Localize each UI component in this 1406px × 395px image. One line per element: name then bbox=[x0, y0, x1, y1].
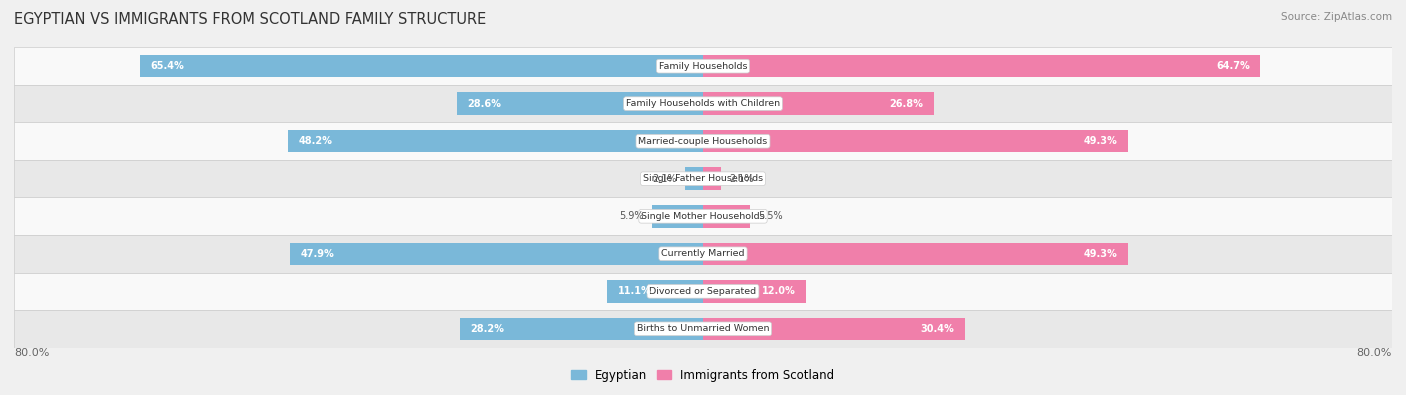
Text: 5.5%: 5.5% bbox=[759, 211, 783, 221]
Text: 28.6%: 28.6% bbox=[467, 99, 501, 109]
Bar bbox=[139, 55, 703, 77]
Text: 48.2%: 48.2% bbox=[298, 136, 332, 146]
Bar bbox=[703, 167, 721, 190]
Text: 5.9%: 5.9% bbox=[620, 211, 644, 221]
Text: 80.0%: 80.0% bbox=[1357, 348, 1392, 357]
Text: Family Households: Family Households bbox=[659, 62, 747, 71]
Text: 26.8%: 26.8% bbox=[890, 99, 924, 109]
Text: 80.0%: 80.0% bbox=[14, 348, 49, 357]
Text: 2.1%: 2.1% bbox=[730, 174, 754, 184]
Bar bbox=[703, 318, 965, 340]
Bar bbox=[703, 55, 1260, 77]
Bar bbox=[703, 243, 1128, 265]
Bar bbox=[14, 310, 1392, 348]
Bar bbox=[685, 167, 703, 190]
Text: 65.4%: 65.4% bbox=[150, 61, 184, 71]
Bar bbox=[14, 198, 1392, 235]
Text: 2.1%: 2.1% bbox=[652, 174, 676, 184]
Legend: Egyptian, Immigrants from Scotland: Egyptian, Immigrants from Scotland bbox=[567, 364, 839, 387]
Bar bbox=[288, 130, 703, 152]
Text: Married-couple Households: Married-couple Households bbox=[638, 137, 768, 146]
Text: 47.9%: 47.9% bbox=[301, 249, 335, 259]
Text: Births to Unmarried Women: Births to Unmarried Women bbox=[637, 324, 769, 333]
Text: Currently Married: Currently Married bbox=[661, 249, 745, 258]
Bar bbox=[291, 243, 703, 265]
Text: 12.0%: 12.0% bbox=[762, 286, 796, 296]
Bar bbox=[460, 318, 703, 340]
Text: 11.1%: 11.1% bbox=[617, 286, 651, 296]
Text: Source: ZipAtlas.com: Source: ZipAtlas.com bbox=[1281, 12, 1392, 22]
Text: 28.2%: 28.2% bbox=[471, 324, 505, 334]
Bar bbox=[607, 280, 703, 303]
Text: Single Mother Households: Single Mother Households bbox=[641, 212, 765, 221]
Bar bbox=[457, 92, 703, 115]
Bar bbox=[703, 280, 807, 303]
Bar bbox=[14, 160, 1392, 198]
Bar bbox=[14, 122, 1392, 160]
Bar bbox=[14, 235, 1392, 273]
Text: Family Households with Children: Family Households with Children bbox=[626, 99, 780, 108]
Bar bbox=[652, 205, 703, 228]
Text: 64.7%: 64.7% bbox=[1216, 61, 1250, 71]
Text: 49.3%: 49.3% bbox=[1084, 136, 1118, 146]
Bar bbox=[14, 273, 1392, 310]
Bar bbox=[14, 85, 1392, 122]
Text: 30.4%: 30.4% bbox=[921, 324, 955, 334]
Bar bbox=[703, 205, 751, 228]
Bar bbox=[703, 130, 1128, 152]
Text: EGYPTIAN VS IMMIGRANTS FROM SCOTLAND FAMILY STRUCTURE: EGYPTIAN VS IMMIGRANTS FROM SCOTLAND FAM… bbox=[14, 12, 486, 27]
Text: Divorced or Separated: Divorced or Separated bbox=[650, 287, 756, 296]
Bar bbox=[703, 92, 934, 115]
Text: 49.3%: 49.3% bbox=[1084, 249, 1118, 259]
Text: Single Father Households: Single Father Households bbox=[643, 174, 763, 183]
Bar bbox=[14, 47, 1392, 85]
